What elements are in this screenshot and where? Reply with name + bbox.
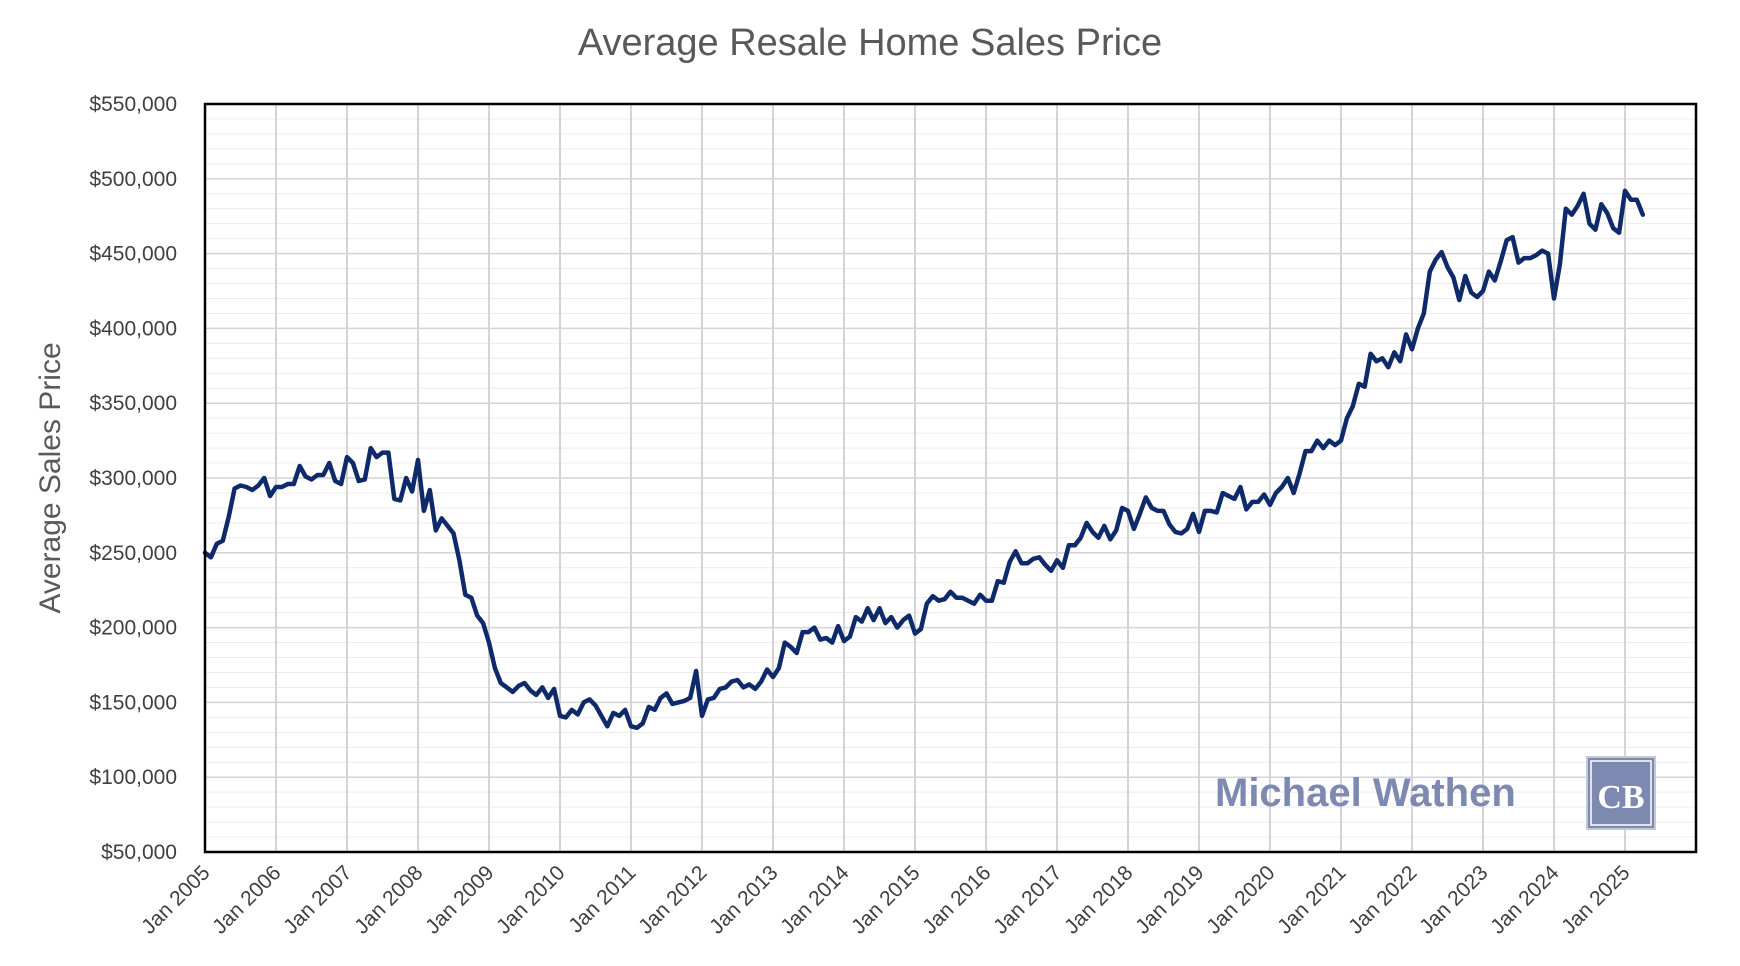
y-tick-label: $200,000 [89,617,177,640]
y-tick-label: $550,000 [89,93,177,116]
logo-lettering: CB [1597,779,1644,816]
chart-title: Average Resale Home Sales Price [578,22,1162,64]
y-tick-label: $50,000 [101,841,177,864]
y-tick-label: $450,000 [89,243,177,266]
plot-area [202,102,1698,854]
y-axis-label: Average Sales Price [34,342,67,613]
plot-frame [203,102,1698,854]
watermark-name: Michael Wathen [1215,771,1516,815]
y-tick-label: $150,000 [89,691,177,714]
series-layer [202,188,1646,731]
y-tick-label: $100,000 [89,766,177,789]
y-tick-label: $500,000 [89,168,177,191]
y-tick-label: $300,000 [89,467,177,490]
coldwell-banker-logo-icon: CB [1586,756,1656,830]
y-tick-label: $250,000 [89,542,177,565]
series-line [202,188,1646,731]
watermark: Michael Wathen CB [1215,756,1656,830]
y-tick-label: $350,000 [89,392,177,415]
y-axis-ticks: $50,000 $100,000 $150,000 $200,000 $250,000 $… [89,93,177,864]
y-tick-label: $400,000 [89,317,177,340]
